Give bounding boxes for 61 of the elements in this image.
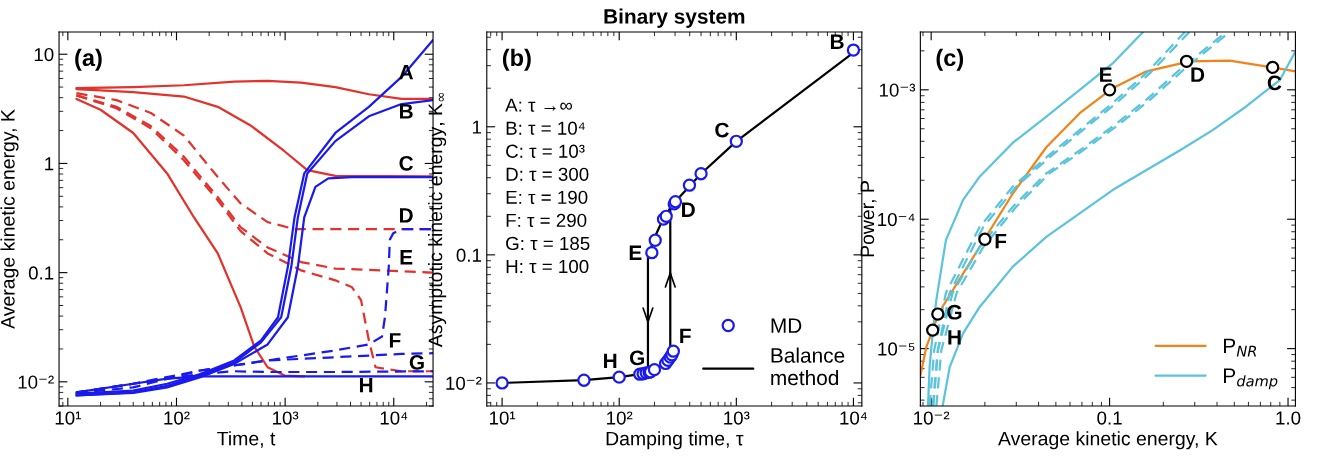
annotation: B: τ = 10⁴ <box>506 121 585 135</box>
annotation: D <box>1191 67 1205 82</box>
y-tick-label: 10⁻² <box>446 376 482 390</box>
legend-label: P$_{damp}$ <box>1224 368 1278 390</box>
legend-label: Balance method <box>771 347 845 386</box>
legend-label: MD <box>771 318 802 333</box>
annotation: G <box>629 350 644 366</box>
annotation: F: τ = 290 <box>506 213 587 228</box>
x-tick-label: 10⁴ <box>380 411 408 425</box>
x-tick-label: 10⁴ <box>840 411 867 425</box>
y-tick-label: 10⁻² <box>18 375 54 389</box>
annotation: B <box>399 104 413 119</box>
x-axis-title: Time, t <box>217 431 276 448</box>
annotation: E <box>1100 67 1112 82</box>
x-tick-label: 10³ <box>273 411 299 425</box>
y-tick-label: 0.1 <box>456 248 482 262</box>
annotation: G: τ = 185 <box>506 236 590 251</box>
annotation: (a) <box>75 48 102 71</box>
y-axis-title: Power, P <box>860 181 877 257</box>
annotation: F <box>995 234 1007 249</box>
y-tick-label: 10⁻⁴ <box>878 212 915 227</box>
annotation: G <box>409 354 424 370</box>
annotation: H: τ = 100 <box>506 259 589 274</box>
x-tick-label: 10⁻² <box>914 411 950 425</box>
x-tick-label: 1.0 <box>1276 411 1301 425</box>
x-tick-label: 10² <box>607 411 633 425</box>
y-tick-label: 10 <box>34 47 54 62</box>
annotation: F <box>680 328 691 343</box>
annotation: E: τ = 190 <box>506 190 588 204</box>
x-tick-label: 10¹ <box>489 411 516 425</box>
y-tick-label: 10⁻³ <box>879 83 916 97</box>
x-tick-label: 10² <box>164 411 190 425</box>
annotation: D: τ = 300 <box>506 167 589 181</box>
y-tick-label: 10⁻⁵ <box>878 342 915 356</box>
annotation: C <box>399 155 414 171</box>
x-axis-title: Average kinetic energy, K <box>998 431 1218 450</box>
annotation: H <box>604 353 617 369</box>
legend-label: P$_{NR}$ <box>1224 338 1257 357</box>
x-axis-title: Damping time, τ <box>606 431 744 450</box>
annotation: C <box>715 122 729 138</box>
annotation: H <box>359 378 373 393</box>
y-axis-title: Average kinetic energy, K <box>0 109 19 329</box>
annotation: H <box>948 330 961 345</box>
y-axis-title: Asymptotic kinetic energy, K$_{∞}$ <box>428 92 447 348</box>
x-tick-label: 10³ <box>724 411 750 425</box>
annotation: A: τ →∞ <box>505 98 573 112</box>
annotation: D <box>399 208 413 223</box>
y-tick-label: 0.1 <box>28 266 54 280</box>
annotation: B <box>830 34 844 49</box>
annotation: E <box>400 250 413 265</box>
x-tick-label: 0.1 <box>1097 411 1122 425</box>
annotation: (b) <box>502 48 531 71</box>
chart-title: Binary system <box>604 8 745 28</box>
x-tick-label: 10¹ <box>55 411 81 425</box>
annotation: F <box>389 333 401 348</box>
annotation: E <box>629 245 642 260</box>
annotation: D <box>682 202 695 217</box>
annotation: C: τ = 10³ <box>506 144 585 158</box>
y-tick-label: 1 <box>45 157 54 171</box>
annotation: (c) <box>936 48 964 71</box>
y-tick-label: 1 <box>472 120 481 134</box>
